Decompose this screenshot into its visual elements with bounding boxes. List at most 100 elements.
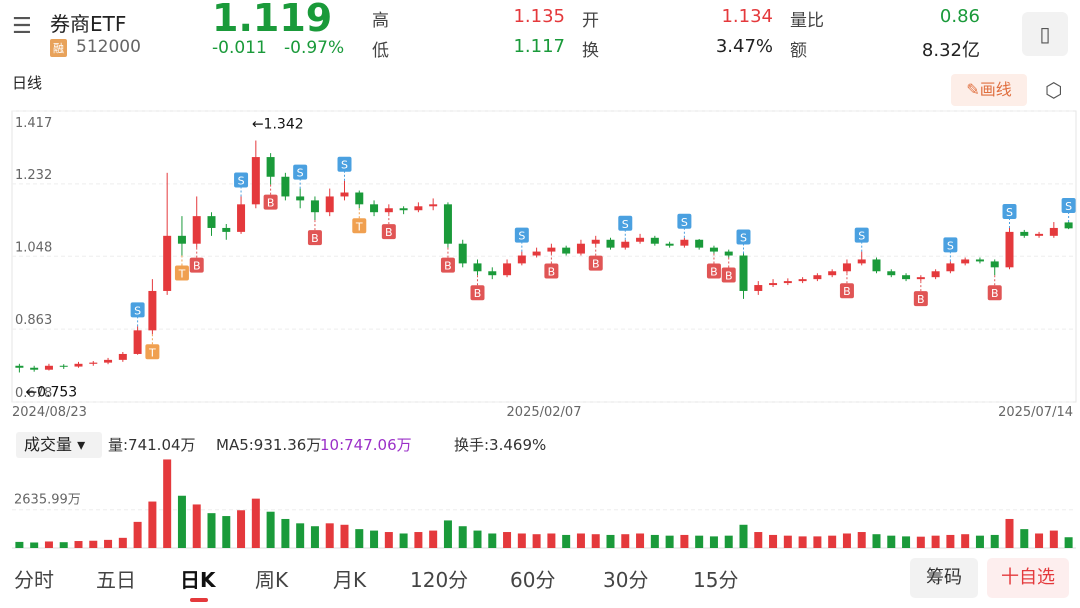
candle-body: [754, 285, 763, 291]
signal-box: [721, 267, 736, 283]
tab[interactable]: 分时: [14, 568, 54, 592]
candle-body: [1064, 222, 1073, 229]
volume-bar: [266, 511, 275, 548]
volume-bar: [177, 495, 186, 548]
annotation: ←1.342: [252, 117, 304, 133]
draw-button-label: 画线: [979, 80, 1012, 99]
chart-frame: [11, 110, 1077, 403]
action-button[interactable]: 筹码: [910, 558, 978, 598]
candle-body: [74, 363, 83, 367]
candle-body: [665, 243, 674, 246]
candle-body: [133, 330, 142, 354]
volume-bar: [828, 535, 837, 548]
signal-box: [618, 215, 633, 231]
volume-bar: [931, 535, 940, 548]
stock-name: 券商ETF: [50, 12, 127, 36]
volume-stat: MA5:931.36万: [216, 436, 322, 454]
volume-bar: [532, 534, 541, 548]
candle-body: [813, 275, 822, 280]
volume-bar: [355, 529, 364, 548]
candle-body: [207, 216, 216, 228]
signal-box: [381, 224, 396, 240]
volume-bar: [813, 536, 822, 548]
signal-box: [588, 255, 603, 271]
stat-label: 低: [372, 41, 389, 61]
tab[interactable]: 日K: [180, 568, 216, 592]
tab[interactable]: 周K: [255, 568, 289, 592]
candle-body: [89, 362, 98, 364]
volume-bar: [1020, 529, 1029, 548]
candle-body: [177, 235, 186, 244]
volume-bar: [1005, 518, 1014, 548]
badge: 融: [50, 39, 67, 57]
signal-box: [352, 218, 367, 234]
signal-label: B: [843, 285, 851, 298]
volume-bar: [133, 521, 142, 548]
volume-bar: [842, 533, 851, 548]
tab[interactable]: 五日: [96, 568, 136, 592]
candle-body: [916, 277, 925, 280]
volume-bar: [237, 510, 246, 548]
device-button[interactable]: ▯: [1022, 12, 1068, 56]
stat-label: 高: [372, 11, 389, 31]
tab[interactable]: 15分: [693, 568, 739, 592]
signal-box: [943, 237, 958, 253]
signal-label: B: [592, 258, 600, 271]
tab[interactable]: 月K: [333, 568, 367, 592]
volume-bar: [665, 535, 674, 548]
y-tick-label: 1.232: [15, 168, 52, 183]
volume-bar: [443, 520, 452, 548]
volume-bar: [1035, 533, 1044, 548]
volume-bar: [739, 524, 748, 548]
tab[interactable]: 60分: [510, 568, 556, 592]
volume-bar: [325, 523, 334, 548]
volume-bar: [1064, 537, 1073, 548]
volume-stat: 换手:3.469%: [454, 436, 547, 454]
signal-label: S: [947, 239, 954, 252]
candle-body: [192, 216, 201, 244]
signal-label: B: [444, 260, 452, 273]
volume-bar: [680, 534, 689, 548]
signal-label: B: [710, 266, 718, 279]
candle-body: [104, 359, 113, 363]
draw-button[interactable]: ✎画线: [951, 74, 1027, 106]
tab[interactable]: 120分: [410, 568, 469, 592]
volume-bar: [340, 524, 349, 548]
stat-value: 1.135: [513, 6, 565, 27]
signal-label: S: [518, 230, 525, 243]
candle-body: [872, 259, 881, 272]
candle-body: [783, 281, 792, 284]
signal-box: [189, 257, 204, 273]
change: -0.011: [212, 38, 267, 58]
volume-bar: [384, 532, 393, 548]
candle-body: [355, 192, 364, 205]
volume-bar: [148, 501, 157, 548]
volume-bar: [916, 536, 925, 548]
y-tick-label: 0.863: [15, 313, 52, 328]
signal-label: S: [1065, 200, 1072, 213]
stat-value: 0.86: [939, 6, 980, 27]
candle-body: [680, 239, 689, 246]
volume-bar: [961, 534, 970, 548]
tab[interactable]: 30分: [603, 568, 649, 592]
signal-box: [677, 213, 692, 229]
action-button[interactable]: 十自选: [987, 558, 1069, 598]
candle-body: [148, 290, 157, 331]
volume-bar: [975, 535, 984, 548]
volume-menu[interactable]: 成交量 ▾: [16, 432, 102, 458]
volume-bar: [251, 498, 260, 548]
candle-body: [414, 206, 423, 211]
stat-value: 1.134: [721, 6, 773, 27]
candle-body: [296, 196, 305, 201]
stock-code: 512000: [76, 37, 141, 57]
menu-icon[interactable]: ☰: [12, 14, 32, 39]
volume-bar: [887, 535, 896, 548]
settings-icon[interactable]: ⬡: [1045, 78, 1063, 102]
signal-box: [130, 302, 145, 318]
candle-body: [443, 204, 452, 244]
candle-body: [975, 259, 984, 262]
price: 1.119: [212, 0, 333, 40]
candle-body: [576, 243, 585, 254]
candle-body: [636, 237, 645, 242]
